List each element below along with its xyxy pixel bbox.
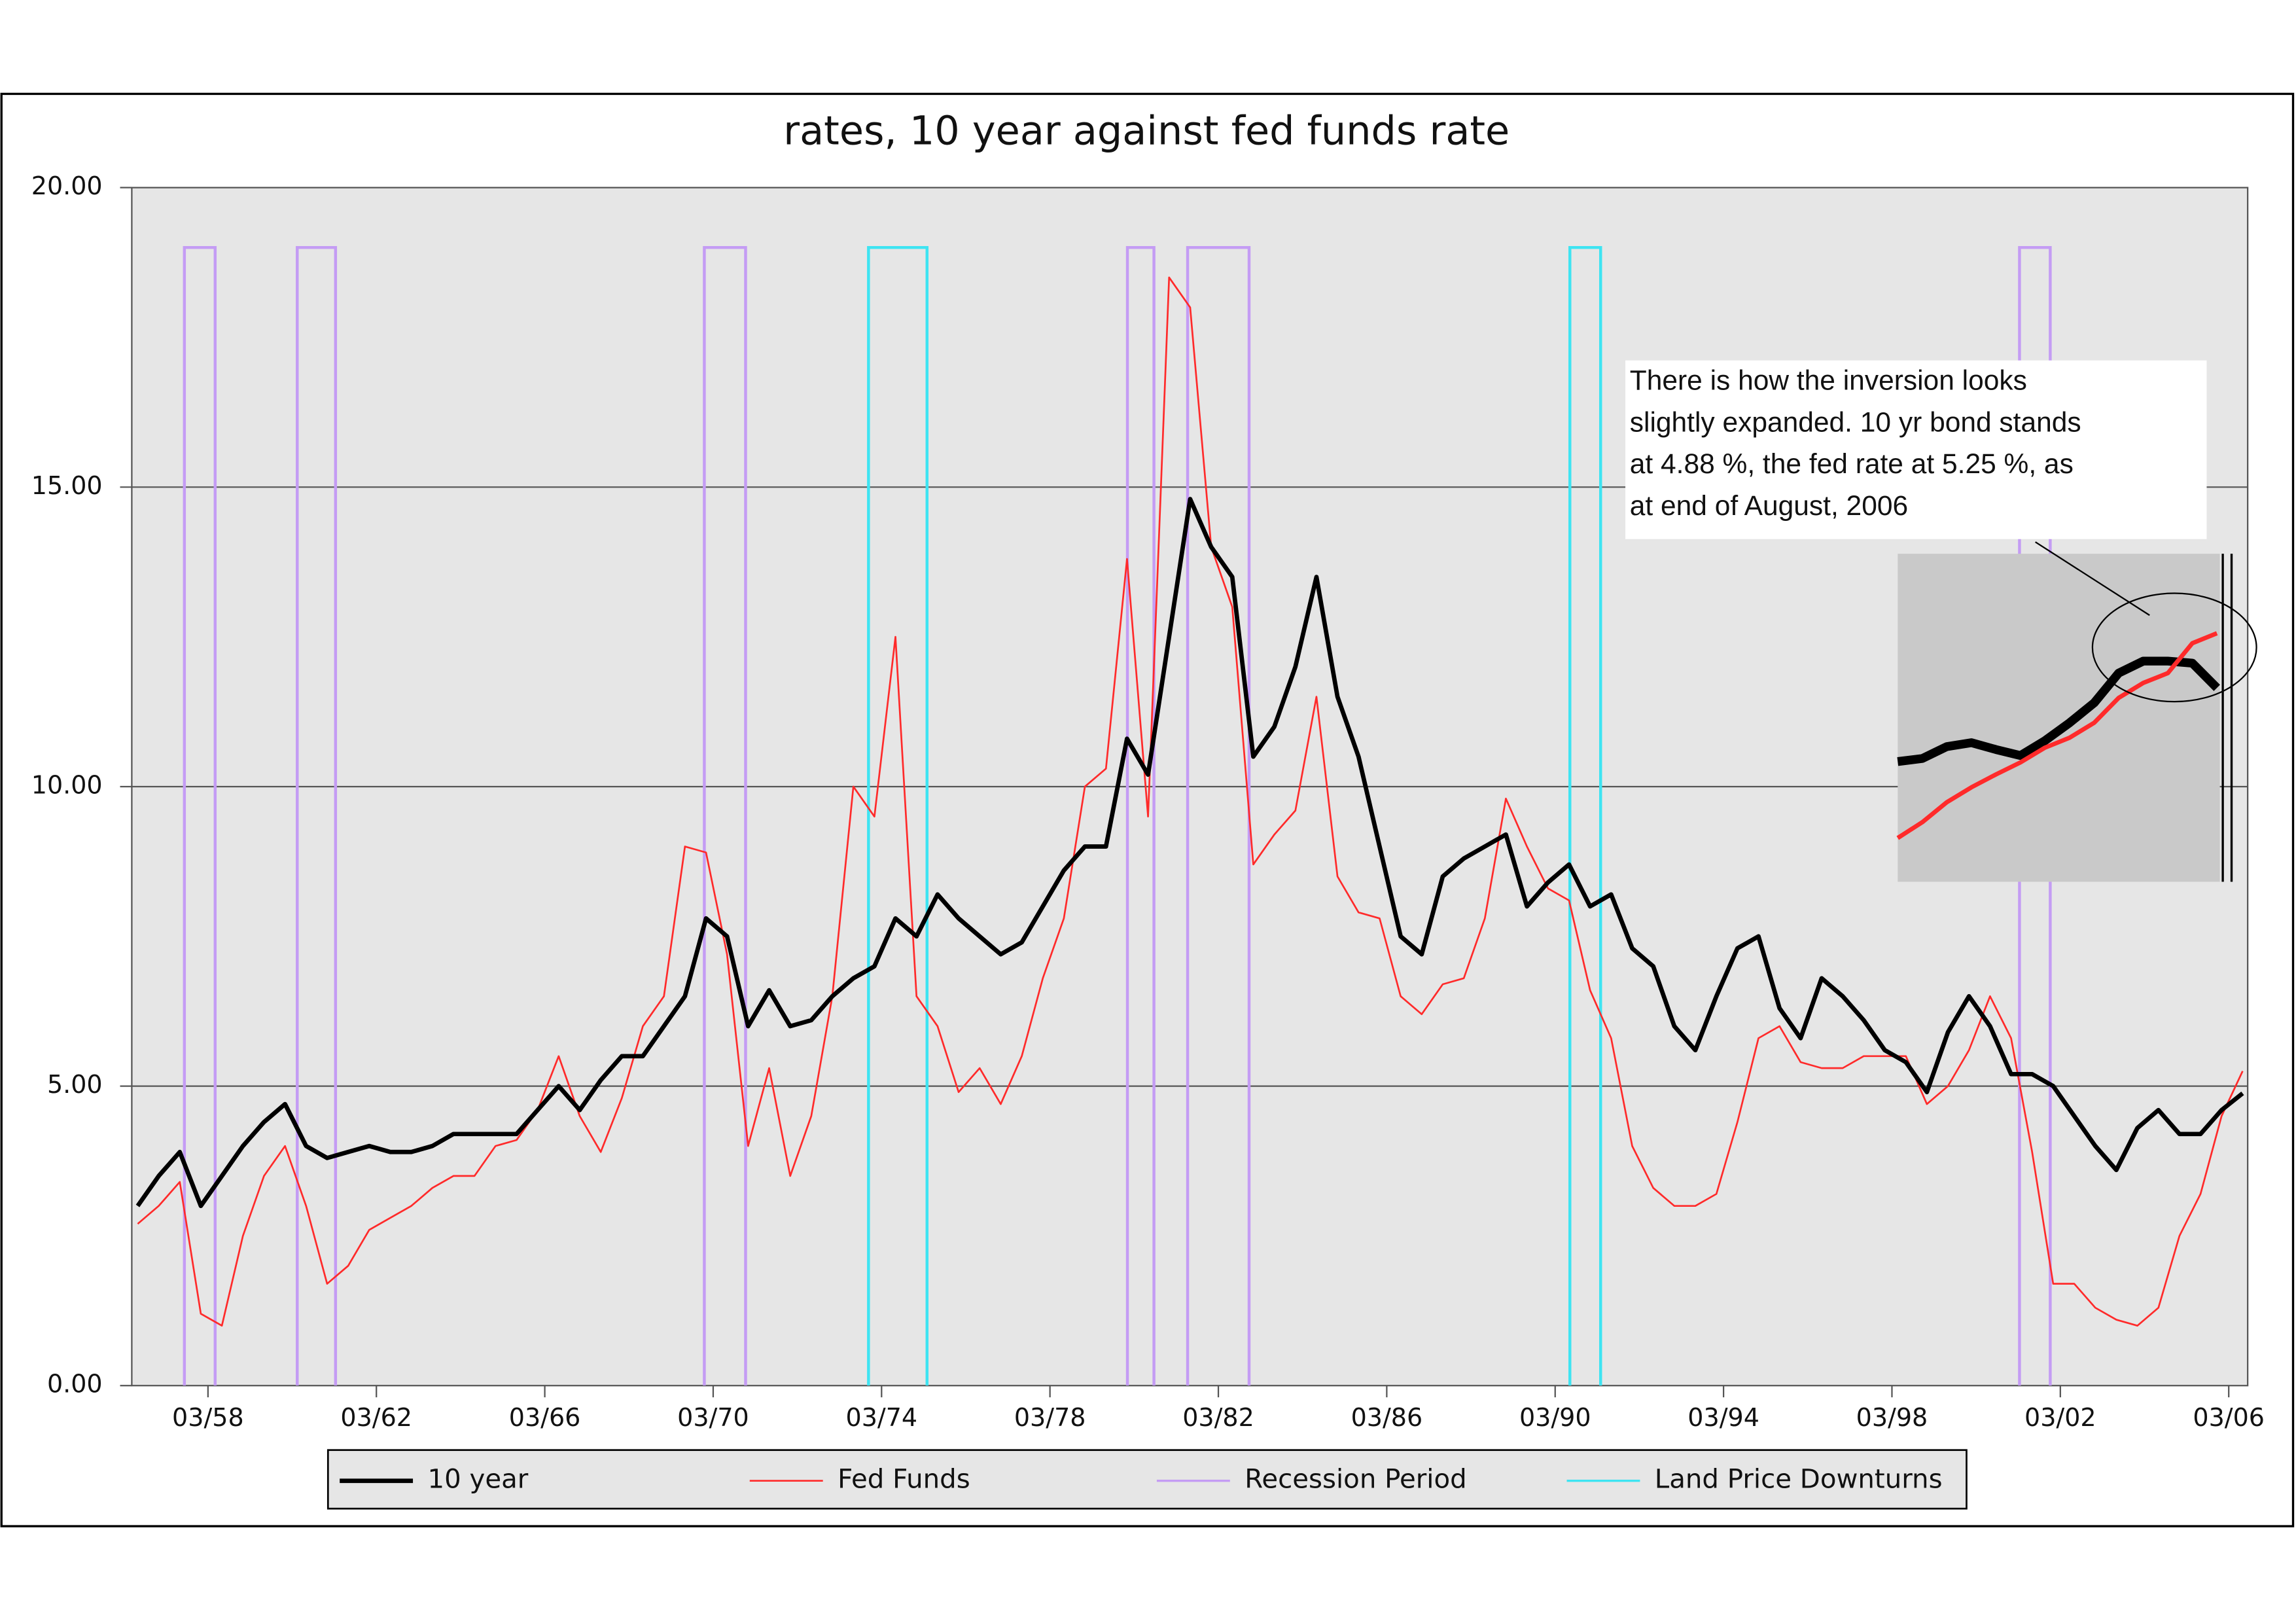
series-line [135,497,2244,1209]
period [703,245,747,1386]
x-tick-label: 03/74 [846,1403,918,1432]
y-tick-label: 15.00 [31,471,103,500]
period [867,245,929,1386]
pointer [2035,541,2150,616]
x-tick-label: 03/86 [1351,1403,1423,1432]
legend-label: Recession Period [1245,1465,1467,1495]
y-tick-label: 0.00 [47,1370,103,1399]
annotation-line: slightly expanded. 10 yr bond stands [1630,407,2081,438]
legend-label: Fed Funds [838,1465,970,1495]
annotation-line: at end of August, 2006 [1630,491,1908,522]
x-tick-label: 03/66 [509,1403,581,1432]
x-tick-label: 03/94 [1687,1403,1759,1432]
legend-label: 10 year [427,1465,528,1495]
x-tick-label: 03/78 [1014,1403,1086,1432]
legend [327,1449,1968,1510]
x-tick-label: 03/02 [2024,1403,2096,1432]
highlight [2091,592,2257,703]
x-tick-label: 03/58 [172,1403,244,1432]
y-tick-label: 20.00 [31,171,103,200]
y-tick-label: 10.00 [31,770,103,799]
period [1568,245,1602,1386]
x-tick-label: 03/82 [1182,1403,1254,1432]
period [296,245,338,1386]
legend-label: Land Price Downturns [1655,1465,1943,1495]
x-tick-label: 03/62 [340,1403,412,1432]
chart-title: rates, 10 year against fed funds rate [783,108,1510,154]
inset-line [1896,631,2218,840]
annotation-line: There is how the inversion looks [1630,366,2027,397]
annotation-line: at 4.88 %, the fed rate at 5.25 %, as [1630,449,2074,480]
inset-line [1897,656,2220,766]
annotation-box [1625,360,2207,539]
period [183,245,217,1386]
x-tick-label: 03/90 [1519,1403,1591,1432]
period [1125,245,1156,1386]
inset [1898,554,2220,882]
x-tick-label: 03/70 [677,1403,749,1432]
y-tick-label: 5.00 [47,1070,103,1099]
x-tick-label: 03/98 [1856,1403,1928,1432]
x-tick-label: 03/06 [2193,1403,2265,1432]
